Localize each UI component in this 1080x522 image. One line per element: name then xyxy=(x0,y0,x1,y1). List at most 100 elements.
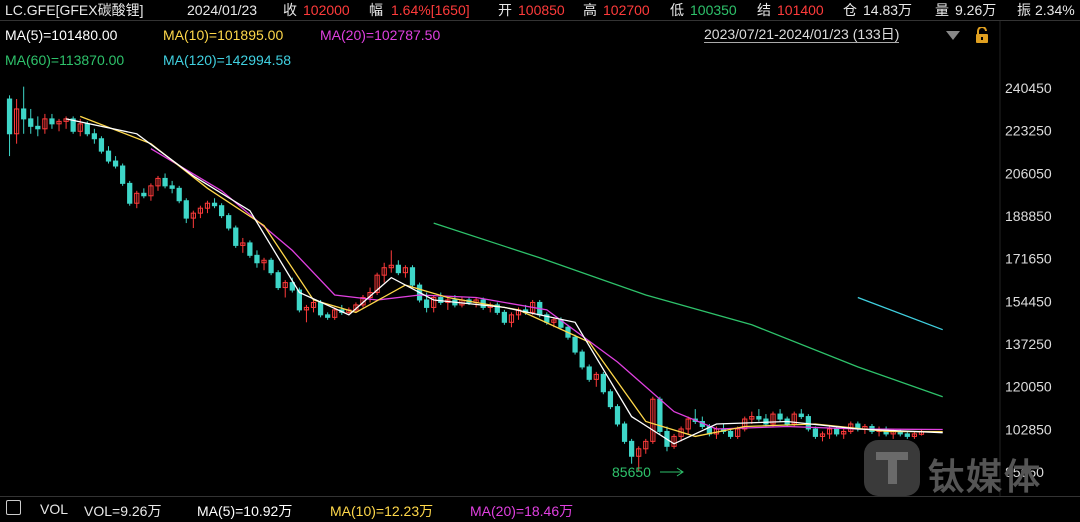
candle xyxy=(685,416,691,434)
y-axis-ticks: 240450 223250 206050 188850 171650 154450 1372… xyxy=(1005,80,1052,480)
lock-icon[interactable] xyxy=(975,27,989,43)
y-tick-label: 223250 xyxy=(1005,123,1052,139)
symbol-name: LC.GFE[GFEX碳酸锂] xyxy=(5,2,144,18)
candle xyxy=(240,237,246,253)
candle xyxy=(261,257,267,271)
y-tick-label: 188850 xyxy=(1005,208,1052,224)
candle xyxy=(777,409,783,422)
candle xyxy=(445,297,451,310)
date-range-selector[interactable]: 2023/07/21-2024/01/23 (133日) xyxy=(704,26,900,43)
candle xyxy=(409,265,416,288)
candle xyxy=(63,116,69,129)
watermark-text: 钛媒体 xyxy=(928,456,1043,497)
candle xyxy=(749,411,755,424)
candle xyxy=(657,396,663,434)
candle xyxy=(325,312,331,320)
candle xyxy=(855,421,861,432)
candle xyxy=(643,438,649,454)
vol-indicator-label: VOL xyxy=(40,501,69,517)
candle xyxy=(770,411,776,427)
candle xyxy=(600,371,606,395)
vol-ma20: MA(20)=18.46万 xyxy=(470,503,574,519)
candle xyxy=(155,175,161,191)
candle xyxy=(572,334,578,355)
oi-label: 仓 xyxy=(843,2,857,18)
candle xyxy=(904,431,910,439)
candle xyxy=(176,185,182,204)
candle xyxy=(374,272,380,296)
candle xyxy=(105,146,112,164)
candle xyxy=(211,198,218,209)
candle xyxy=(197,205,204,219)
candle xyxy=(402,265,409,278)
candle xyxy=(742,416,748,432)
candle xyxy=(134,190,140,209)
candle xyxy=(141,188,147,199)
candle xyxy=(791,411,797,427)
candle xyxy=(310,299,317,313)
candle xyxy=(247,240,253,258)
candle xyxy=(183,198,189,224)
y-tick-label: 171650 xyxy=(1005,251,1052,267)
y-tick-label: 154450 xyxy=(1005,293,1052,309)
candle xyxy=(42,113,48,134)
candle xyxy=(226,213,232,231)
vol-label: 量 xyxy=(935,2,949,18)
quote-date: 2024/01/23 xyxy=(187,2,258,18)
candle xyxy=(487,302,493,313)
candle xyxy=(190,210,196,229)
candle xyxy=(819,431,826,442)
low-value-label: 85650 xyxy=(612,464,651,480)
oi-value: 14.83万 xyxy=(863,2,913,18)
y-tick-label: 137250 xyxy=(1005,336,1052,352)
y-tick-label: 85650 xyxy=(1005,464,1044,480)
candle xyxy=(120,163,126,186)
open-value: 100850 xyxy=(518,2,565,18)
candle xyxy=(636,446,642,472)
high-label: 高 xyxy=(583,2,597,18)
close-value: 102000 xyxy=(303,2,350,18)
settle-value: 101400 xyxy=(777,2,824,18)
range-label: 幅 xyxy=(369,2,383,18)
candle xyxy=(841,428,847,439)
candle xyxy=(169,180,175,194)
candle xyxy=(381,262,387,283)
candle xyxy=(911,431,918,439)
candle xyxy=(671,433,677,449)
candle xyxy=(650,396,656,444)
candle xyxy=(339,304,345,315)
candle xyxy=(254,250,260,268)
candle xyxy=(6,95,13,157)
candle xyxy=(148,183,154,201)
y-tick-label: 102850 xyxy=(1005,421,1052,437)
y-tick-label: 206050 xyxy=(1005,165,1052,181)
candle xyxy=(586,364,592,382)
amp-label: 振 xyxy=(1017,2,1031,18)
ma120-legend: MA(120)=142994.58 xyxy=(163,52,292,68)
ma20-legend: MA(20)=102787.50 xyxy=(320,27,441,43)
vol-ma10: MA(10)=12.23万 xyxy=(330,503,434,519)
ma10-legend: MA(10)=101895.00 xyxy=(163,27,284,43)
candle xyxy=(614,404,621,427)
candle xyxy=(204,200,211,214)
ma10-line xyxy=(79,115,943,438)
candle xyxy=(162,173,168,189)
candle xyxy=(275,270,281,291)
y-tick-label: 240450 xyxy=(1005,80,1052,96)
candle xyxy=(332,307,338,320)
indicator-toggle[interactable] xyxy=(6,500,21,515)
open-label: 开 xyxy=(498,2,512,18)
ma20-line xyxy=(150,148,943,431)
candle xyxy=(388,250,394,273)
watermark-logo xyxy=(864,440,920,496)
candle xyxy=(607,389,614,410)
candle xyxy=(233,225,239,248)
dropdown-triangle-icon[interactable] xyxy=(946,31,960,40)
ma5-legend: MA(5)=101480.00 xyxy=(5,27,118,43)
candle xyxy=(303,304,310,323)
range-value: 1.64%[1650] xyxy=(391,2,470,18)
vol-value: VOL=9.26万 xyxy=(84,503,162,519)
low-arrow-head xyxy=(676,467,684,477)
low-label: 低 xyxy=(670,2,684,18)
